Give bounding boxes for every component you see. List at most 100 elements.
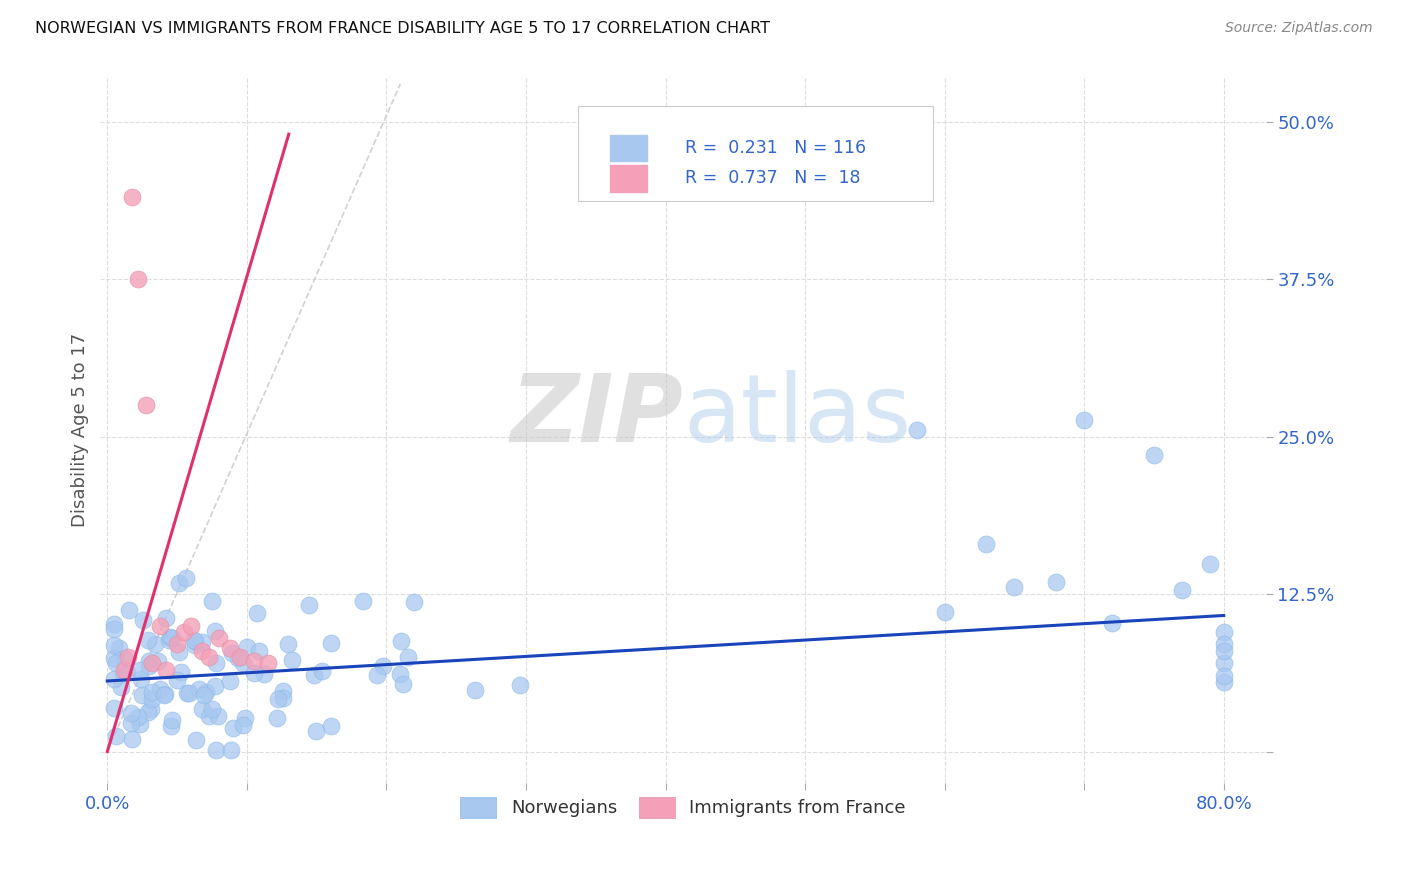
Point xyxy=(229,650,252,665)
Point xyxy=(1143,449,1166,463)
Point xyxy=(103,672,125,686)
Point xyxy=(103,651,125,665)
Point xyxy=(135,398,157,412)
Point xyxy=(180,618,202,632)
Point xyxy=(141,657,163,671)
Point xyxy=(157,632,180,647)
Point xyxy=(509,678,531,692)
Point xyxy=(160,631,183,645)
Point xyxy=(1101,615,1123,630)
Point xyxy=(118,602,141,616)
Point xyxy=(128,663,150,677)
Point xyxy=(191,644,214,658)
Point xyxy=(277,637,299,651)
Point xyxy=(191,634,214,648)
Point xyxy=(976,536,998,550)
Point xyxy=(1045,574,1067,589)
Point xyxy=(219,673,242,688)
Point xyxy=(253,667,276,681)
Point xyxy=(204,743,226,757)
Point xyxy=(188,681,211,696)
Text: atlas: atlas xyxy=(683,370,911,462)
Point xyxy=(176,686,198,700)
Point xyxy=(162,713,184,727)
Point xyxy=(141,691,163,706)
Point xyxy=(319,635,342,649)
Point xyxy=(319,719,342,733)
Point xyxy=(138,705,160,719)
Point xyxy=(226,651,249,665)
Point xyxy=(121,190,143,204)
Text: ZIP: ZIP xyxy=(510,370,683,462)
Point xyxy=(193,688,215,702)
Point xyxy=(388,667,411,681)
Point xyxy=(149,618,172,632)
Point xyxy=(1212,637,1234,651)
Point xyxy=(127,710,149,724)
Point xyxy=(267,691,290,706)
Point xyxy=(127,272,149,286)
Point xyxy=(184,633,207,648)
Point xyxy=(366,667,388,681)
Point xyxy=(281,653,304,667)
Point xyxy=(173,624,195,639)
Point xyxy=(108,640,131,655)
Point xyxy=(160,719,183,733)
Point xyxy=(103,701,125,715)
Bar xyxy=(610,135,647,161)
Point xyxy=(389,633,412,648)
Point xyxy=(352,594,374,608)
Point xyxy=(174,571,197,585)
Point xyxy=(311,665,333,679)
Point xyxy=(167,645,190,659)
Point xyxy=(256,657,278,671)
Point xyxy=(153,689,176,703)
Point xyxy=(204,656,226,670)
Point xyxy=(132,613,155,627)
Point xyxy=(247,644,270,658)
Y-axis label: Disability Age 5 to 17: Disability Age 5 to 17 xyxy=(72,333,89,527)
Point xyxy=(136,633,159,648)
Point xyxy=(298,598,321,612)
Point xyxy=(302,668,325,682)
FancyBboxPatch shape xyxy=(578,105,934,201)
Point xyxy=(1212,657,1234,671)
Point xyxy=(103,622,125,636)
Point xyxy=(243,654,266,668)
Point xyxy=(129,717,152,731)
Point xyxy=(149,682,172,697)
Point xyxy=(129,673,152,687)
Point xyxy=(141,702,163,716)
Point xyxy=(271,691,294,706)
Point xyxy=(183,633,205,648)
Point xyxy=(159,630,181,644)
Point xyxy=(232,718,254,732)
Point xyxy=(143,637,166,651)
Point xyxy=(153,687,176,701)
Point xyxy=(236,640,259,654)
Point xyxy=(1198,557,1220,571)
Point xyxy=(138,654,160,668)
Point xyxy=(1073,413,1095,427)
Legend: Norwegians, Immigrants from France: Norwegians, Immigrants from France xyxy=(453,789,912,825)
Point xyxy=(170,665,193,679)
Point xyxy=(464,682,486,697)
Point xyxy=(396,649,419,664)
Point xyxy=(1212,669,1234,683)
Point xyxy=(221,722,243,736)
Point xyxy=(201,594,224,608)
Point xyxy=(117,650,139,665)
Point xyxy=(141,685,163,699)
Text: Source: ZipAtlas.com: Source: ZipAtlas.com xyxy=(1225,21,1372,36)
Point xyxy=(1212,675,1234,690)
Point xyxy=(246,606,269,620)
Point xyxy=(198,650,221,665)
Point xyxy=(402,595,425,609)
Point xyxy=(183,639,205,653)
Point xyxy=(110,680,132,694)
Point xyxy=(934,605,956,619)
Text: NORWEGIAN VS IMMIGRANTS FROM FRANCE DISABILITY AGE 5 TO 17 CORRELATION CHART: NORWEGIAN VS IMMIGRANTS FROM FRANCE DISA… xyxy=(35,21,770,37)
Point xyxy=(271,684,294,698)
Text: R =  0.231   N = 116: R = 0.231 N = 116 xyxy=(685,139,866,157)
Point xyxy=(155,663,177,677)
